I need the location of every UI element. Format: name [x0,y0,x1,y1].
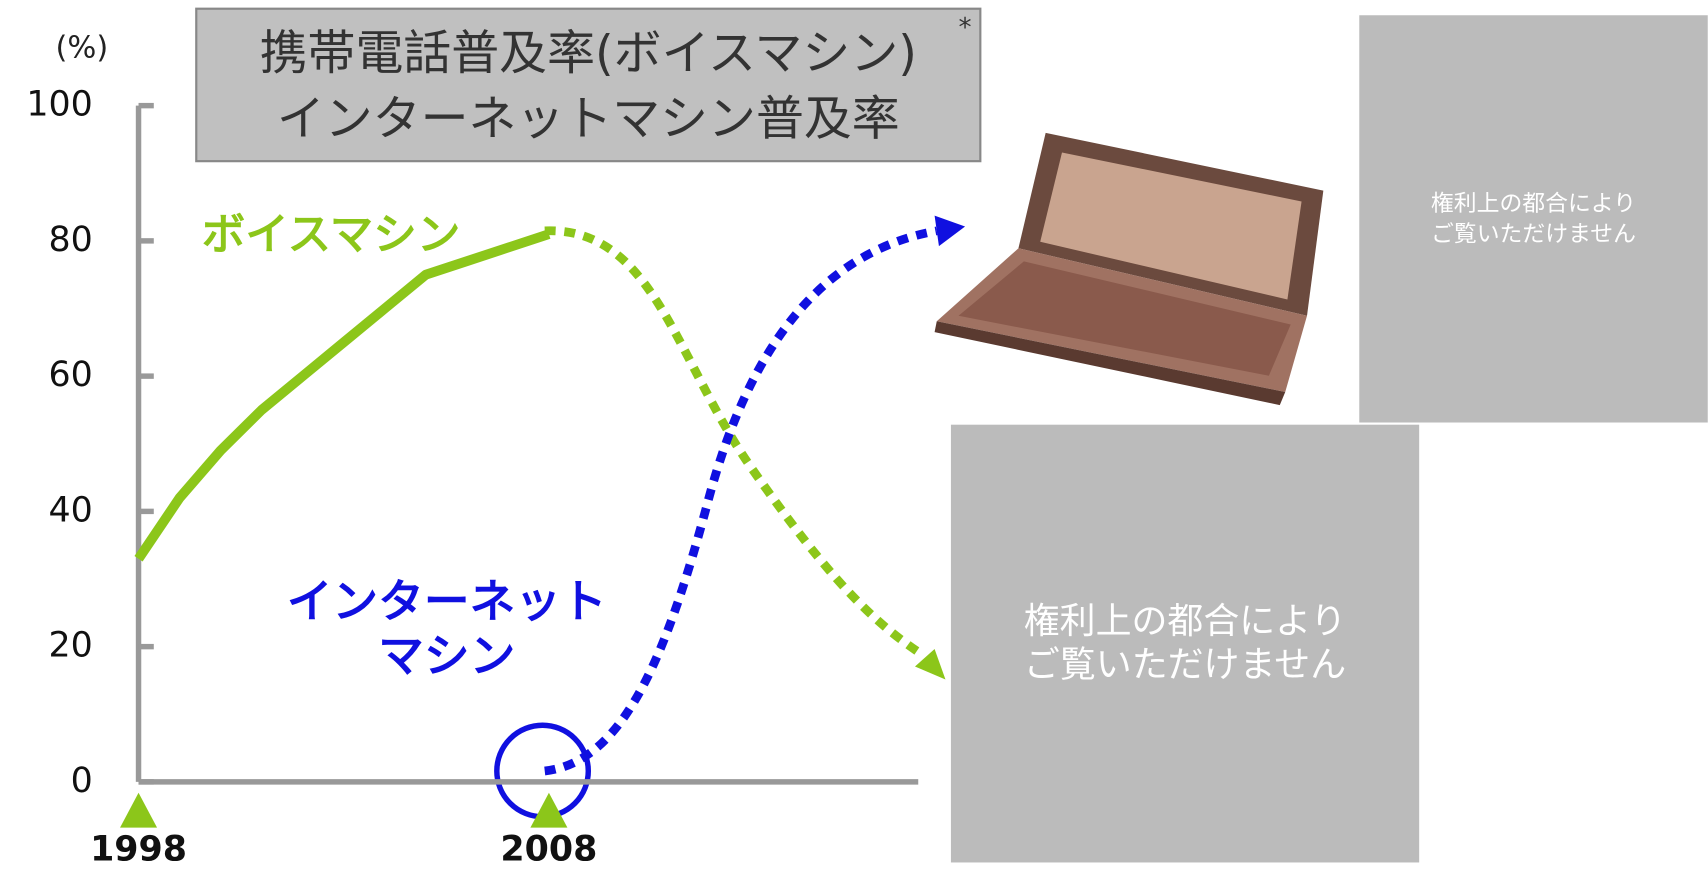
projection-line [544,226,923,658]
series-label: ボイスマシン [202,210,461,260]
y-tick-label: 100 [26,85,92,125]
y-tick-label: 40 [48,490,92,530]
arrow-head [934,215,966,247]
x-tick-label: 1998 [90,829,187,869]
y-tick-label: 60 [48,355,92,395]
annotation: マシン [378,629,515,682]
title-box [195,7,982,163]
title: インターネットマシン普及率 [277,92,900,147]
y-unit: (%) [56,31,109,66]
x-tick [530,792,568,828]
title-mark: * [959,13,972,43]
notice: ご覧いただけません [1431,222,1636,248]
title: 携帯電話普及率(ボイスマシン) [260,27,917,82]
y-tick-label: 80 [48,220,92,260]
phone-illustration [934,132,1324,406]
projection-line [544,226,938,776]
y-tick-label: 20 [48,626,92,666]
annotation: インターネット [287,575,607,628]
notice: 権利上の都合により [1431,191,1636,217]
notice-box [950,424,1420,863]
highlight-circle [494,722,592,820]
series-line [134,229,551,562]
y-tick-label: 0 [71,761,93,801]
x-tick-label: 2008 [500,829,597,869]
notice: 権利上の都合により [1024,601,1347,642]
notice-box [1359,15,1708,423]
notice: ご覧いただけません [1024,644,1346,685]
x-tick [120,792,158,828]
arrow-head [914,649,946,680]
